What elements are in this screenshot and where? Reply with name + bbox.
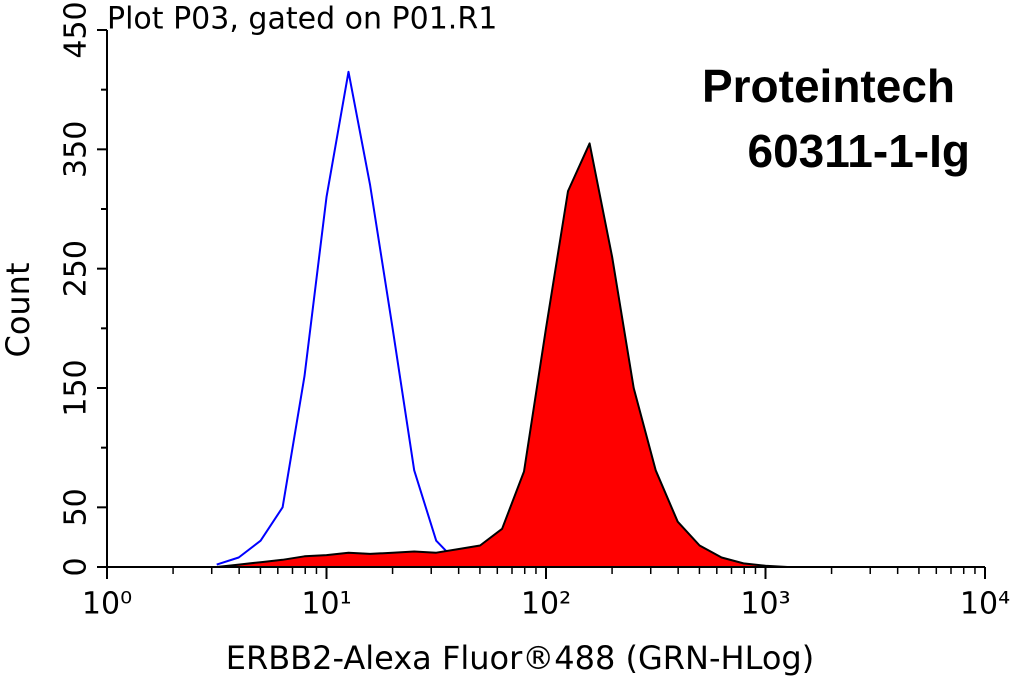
histogram-series xyxy=(216,70,788,568)
y-tick-label: 0 xyxy=(59,557,94,576)
y-tick-label: 150 xyxy=(59,359,94,416)
x-tick-label: 10² xyxy=(521,587,571,622)
x-tick-label: 10¹ xyxy=(301,587,351,622)
y-tick-label: 250 xyxy=(59,240,94,297)
chart-title: Plot P03, gated on P01.R1 xyxy=(107,2,497,37)
x-axis-label: ERBB2-Alexa Fluor®488 (GRN-HLog) xyxy=(226,639,814,677)
y-tick-label: 50 xyxy=(59,488,94,526)
annotation: 60311-1-Ig xyxy=(748,125,970,177)
y-axis-label: Count xyxy=(0,262,37,357)
x-tick-label: 10⁰ xyxy=(82,587,132,622)
y-tick-label: 450 xyxy=(59,1,94,58)
annotation: Proteintech xyxy=(702,60,955,112)
histogram-series xyxy=(215,142,789,568)
x-tick-label: 10³ xyxy=(740,587,790,622)
x-tick-label: 10⁴ xyxy=(960,587,1010,622)
y-tick-label: 350 xyxy=(59,121,94,178)
